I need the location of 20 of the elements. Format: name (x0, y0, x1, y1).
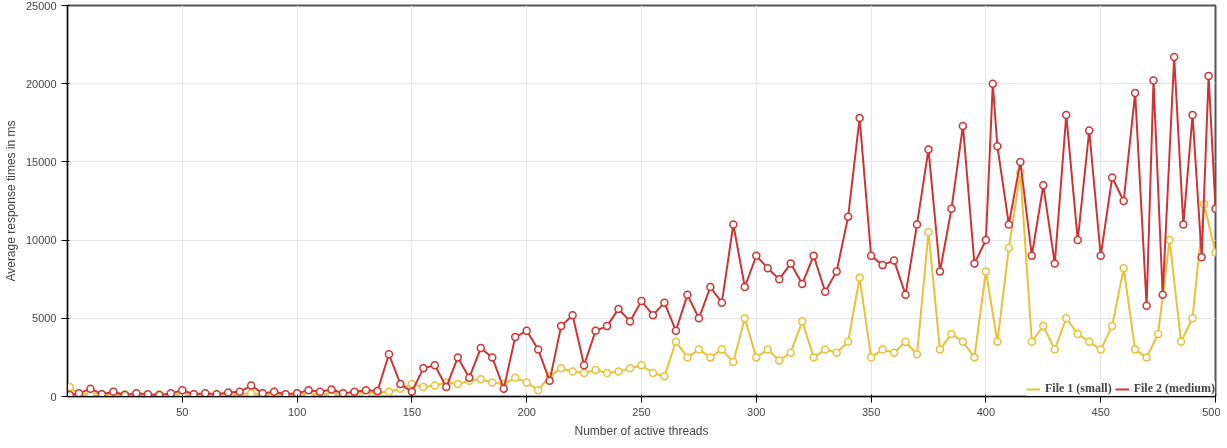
y-tick-label: 10000 (25, 234, 57, 247)
x-tick-label: 400 (976, 405, 996, 418)
y-tick-label: 5000 (32, 312, 57, 325)
x-tick-label: 350 (861, 405, 881, 418)
legend-label: File 1 (small) (1045, 381, 1112, 396)
x-tick-label: 500 (1202, 405, 1221, 418)
y-tick-label: 25000 (25, 0, 57, 12)
x-tick-label: 150 (402, 405, 422, 418)
x-tick-label: 100 (287, 405, 307, 418)
x-tick-label: 50 (176, 405, 189, 418)
x-tick-label: 250 (632, 405, 651, 418)
x-axis-title: Number of active threads (574, 423, 709, 438)
legend-label: File 2 (medium) (1133, 381, 1215, 396)
y-tick-label: 0 (50, 390, 57, 403)
x-tick-label: 300 (747, 405, 766, 418)
y-tick-label: 15000 (25, 155, 57, 168)
y-axis-title: Average response times in ms (3, 120, 18, 282)
y-tick-label: 20000 (25, 77, 57, 90)
x-tick-label: 200 (517, 405, 536, 418)
x-tick-label: 450 (1091, 405, 1110, 418)
